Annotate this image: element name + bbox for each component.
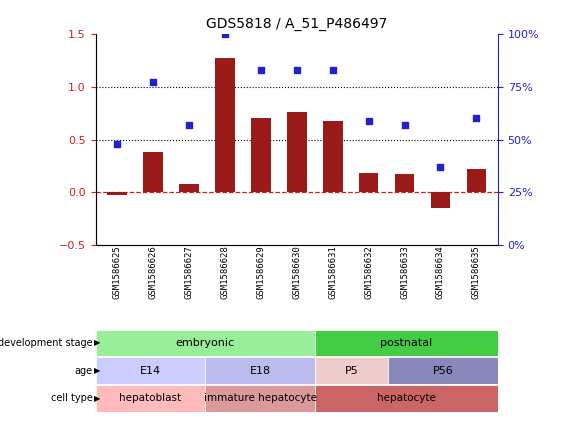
Text: age: age — [75, 365, 93, 376]
Bar — [315, 330, 498, 356]
Text: GSM1586632: GSM1586632 — [364, 245, 373, 299]
Bar — [206, 385, 315, 412]
Bar — [323, 121, 343, 192]
Text: GSM1586633: GSM1586633 — [400, 245, 409, 299]
Point — [400, 121, 409, 128]
Bar — [251, 118, 271, 192]
Text: GSM1586631: GSM1586631 — [328, 245, 337, 299]
Bar — [315, 357, 388, 384]
Bar — [96, 357, 206, 384]
Bar — [467, 169, 486, 192]
Bar — [107, 192, 127, 195]
Bar — [388, 357, 498, 384]
Text: GSM1586630: GSM1586630 — [292, 245, 301, 299]
Point — [184, 121, 193, 128]
Point — [436, 164, 445, 170]
Text: GSM1586626: GSM1586626 — [149, 245, 157, 299]
Text: postnatal: postnatal — [380, 338, 433, 348]
Text: development stage: development stage — [0, 338, 93, 348]
Text: P56: P56 — [433, 365, 453, 376]
Text: GSM1586629: GSM1586629 — [256, 245, 265, 299]
Point — [364, 117, 373, 124]
Bar — [431, 192, 450, 209]
Point — [472, 115, 481, 122]
Text: ▶: ▶ — [94, 338, 100, 347]
Text: ▶: ▶ — [94, 394, 100, 403]
Point — [292, 66, 301, 73]
Text: GSM1586634: GSM1586634 — [436, 245, 445, 299]
Text: GSM1586627: GSM1586627 — [185, 245, 193, 299]
Point — [112, 140, 122, 147]
Text: P5: P5 — [345, 365, 358, 376]
Title: GDS5818 / A_51_P486497: GDS5818 / A_51_P486497 — [206, 17, 387, 31]
Bar — [206, 357, 315, 384]
Point — [220, 30, 229, 37]
Point — [148, 79, 157, 86]
Bar — [287, 112, 307, 192]
Text: E18: E18 — [250, 365, 271, 376]
Bar — [395, 175, 415, 192]
Bar — [96, 385, 206, 412]
Point — [256, 66, 265, 73]
Text: hepatoblast: hepatoblast — [119, 393, 181, 404]
Text: E14: E14 — [140, 365, 161, 376]
Text: GSM1586635: GSM1586635 — [472, 245, 481, 299]
Bar — [96, 330, 315, 356]
Text: GSM1586628: GSM1586628 — [221, 245, 229, 299]
Bar — [315, 385, 498, 412]
Text: hepatocyte: hepatocyte — [377, 393, 436, 404]
Text: GSM1586625: GSM1586625 — [112, 245, 122, 299]
Text: ▶: ▶ — [94, 366, 100, 375]
Text: embryonic: embryonic — [175, 338, 235, 348]
Text: cell type: cell type — [51, 393, 93, 404]
Bar — [215, 58, 234, 192]
Bar — [143, 152, 163, 192]
Bar — [359, 173, 379, 192]
Text: immature hepatocyte: immature hepatocyte — [204, 393, 317, 404]
Point — [328, 66, 338, 73]
Bar — [179, 184, 199, 192]
